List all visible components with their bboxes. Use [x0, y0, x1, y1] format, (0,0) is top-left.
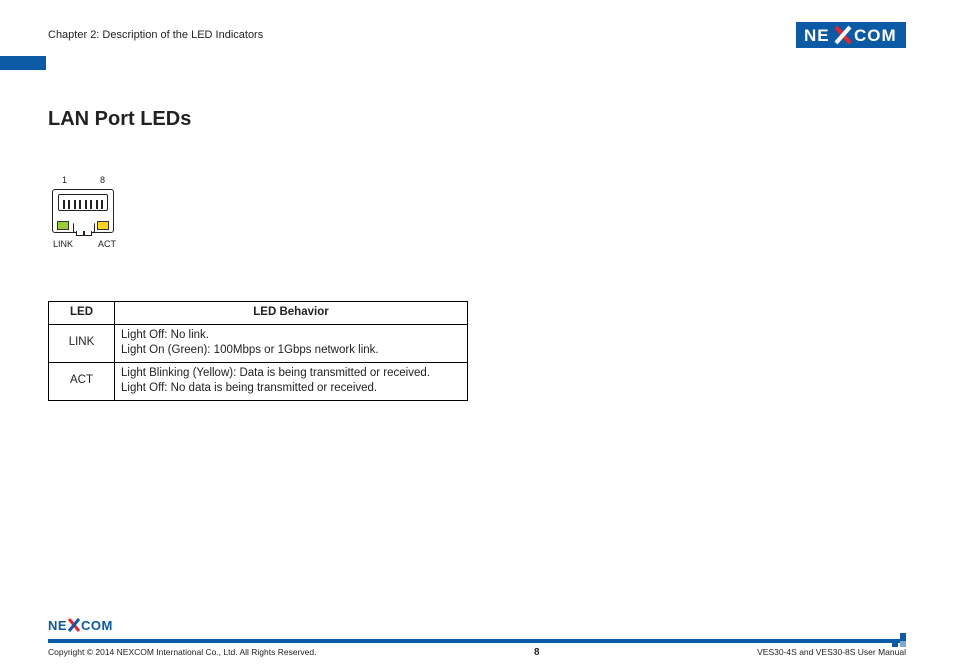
pin-1-label: 1	[62, 175, 67, 185]
pin-8-label: 8	[100, 175, 105, 185]
footer-bar	[48, 639, 906, 643]
footer-ornament-icon	[892, 633, 908, 649]
side-tab	[0, 56, 46, 70]
jack-key-icon	[73, 223, 95, 233]
cell-behavior: Light Off: No link.Light On (Green): 100…	[115, 324, 468, 362]
page-header: Chapter 2: Description of the LED Indica…	[48, 22, 906, 48]
nexcom-logo-small: NE COM	[48, 617, 906, 638]
rj45-jack-icon	[52, 189, 114, 233]
col-led: LED	[49, 302, 115, 325]
manual-name: VES30-4S and VES30-8S User Manual	[757, 647, 906, 658]
section-title: LAN Port LEDs	[48, 108, 906, 131]
act-led-icon	[97, 221, 109, 230]
copyright-text: Copyright © 2014 NEXCOM International Co…	[48, 647, 316, 658]
svg-text:COM: COM	[81, 618, 113, 633]
cell-led: LINK	[49, 324, 115, 362]
logo-x-icon-small	[69, 619, 79, 631]
table-body: LINKLight Off: No link.Light On (Green):…	[49, 324, 468, 400]
table-row: ACTLight Blinking (Yellow): Data is bein…	[49, 362, 468, 400]
act-led-label: ACT	[98, 239, 116, 249]
link-led-label: LINK	[53, 239, 73, 249]
nexcom-logo: NE COM	[796, 22, 906, 48]
jack-pins	[58, 194, 108, 211]
col-behavior: LED Behavior	[115, 302, 468, 325]
page-footer: NE COM Copyright © 2014 NEXCOM Internati…	[48, 617, 906, 658]
lan-port-diagram: 1 8 LINK ACT	[48, 175, 158, 265]
svg-text:NE: NE	[48, 618, 67, 633]
table-row: LINKLight Off: No link.Light On (Green):…	[49, 324, 468, 362]
link-led-icon	[57, 221, 69, 230]
chapter-label: Chapter 2: Description of the LED Indica…	[48, 29, 263, 41]
cell-led: ACT	[49, 362, 115, 400]
logo-text-right: COM	[854, 26, 897, 45]
page-number: 8	[534, 647, 540, 658]
logo-text-left: NE	[804, 26, 830, 45]
cell-behavior: Light Blinking (Yellow): Data is being t…	[115, 362, 468, 400]
led-behavior-table: LED LED Behavior LINKLight Off: No link.…	[48, 301, 468, 401]
